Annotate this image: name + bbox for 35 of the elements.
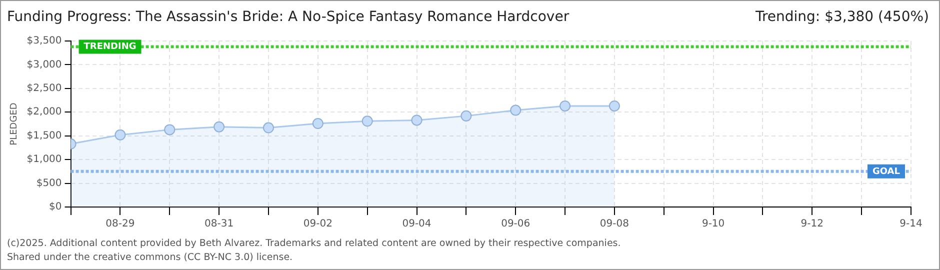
y-tick-label: $1,500 <box>26 130 62 142</box>
x-tick-label: 09-04 <box>402 218 432 230</box>
x-tick-label: 09-08 <box>600 218 629 230</box>
y-tick-label: $500 <box>36 178 62 189</box>
chart-subtitle: Trending: $3,380 (450%) <box>755 9 929 25</box>
point <box>262 122 274 134</box>
x-tick-label: 9-10 <box>702 218 725 230</box>
point <box>560 100 571 112</box>
ref-line-label: GOAL <box>872 166 900 177</box>
text: (c)2025. Additional content provided by Beth Alvarez. Trademarks and related content are owned by their respective companies. <box>7 238 621 249</box>
x-tick-label: 9-12 <box>800 218 824 230</box>
point <box>608 100 620 112</box>
y-tick-label: $3,000 <box>26 59 62 70</box>
point <box>460 110 472 122</box>
y-tick-label: $2,000 <box>26 106 62 118</box>
point <box>114 129 126 140</box>
point <box>411 114 422 126</box>
y-tick-label: $0 <box>49 202 62 213</box>
chart-title: Funding Progress: The Assassin's Bride: A No-Spice Fantasy Romance Hardcover <box>7 9 570 25</box>
y-tick-label: $1,000 <box>26 154 62 166</box>
x-tick-label: 09-02 <box>303 218 332 230</box>
point <box>510 104 522 116</box>
point <box>164 124 176 136</box>
y-tick-label: $3,500 <box>26 36 62 47</box>
point <box>362 116 373 127</box>
x-tick-label: 08-29 <box>106 218 135 230</box>
point <box>214 121 225 132</box>
y-tick-label: $2,500 <box>26 83 62 94</box>
x-tick-label: 08-31 <box>204 218 234 230</box>
point <box>312 118 324 130</box>
x-tick-label: 09-06 <box>501 218 530 230</box>
text: Shared under the creative commons (CC BY-NC 3.0) license. <box>7 252 293 263</box>
y-axis-title: PLEDGED <box>10 102 20 146</box>
x-tick-label: 9-14 <box>900 218 922 230</box>
ref-line-label: TRENDING <box>84 42 136 52</box>
